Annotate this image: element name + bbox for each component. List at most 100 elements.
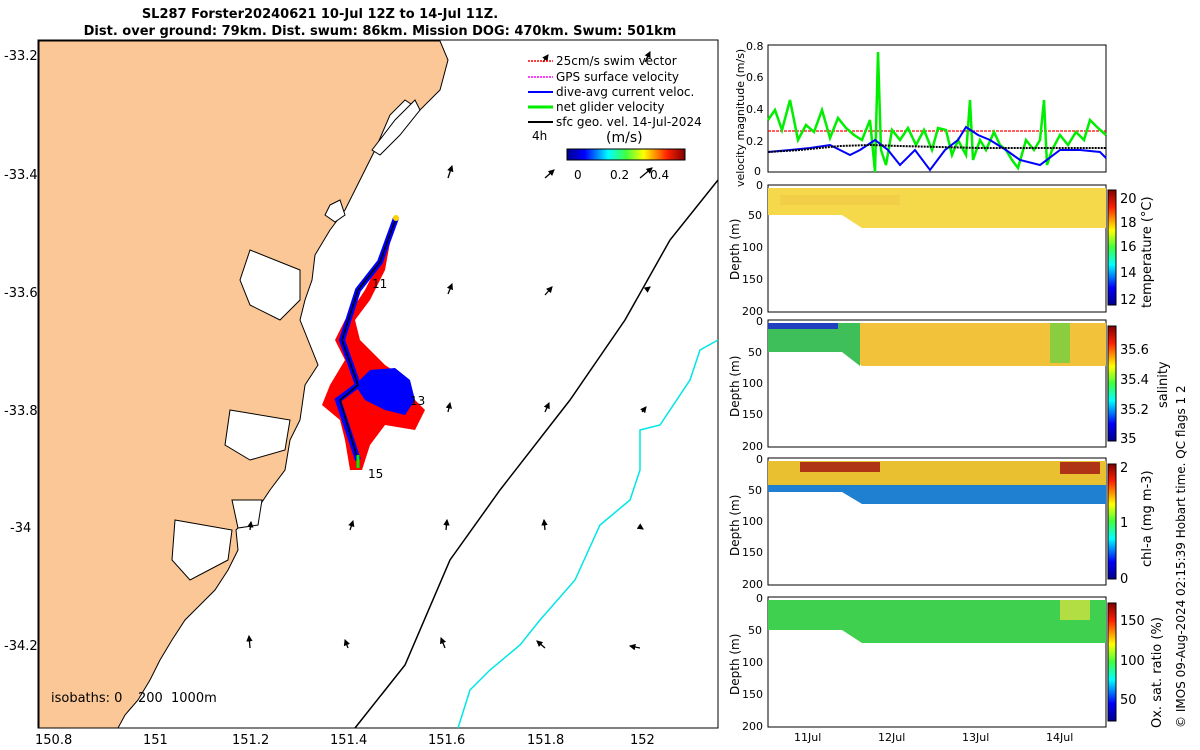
velocity-ylabel: velocity magnitude (m/s) [734,48,747,187]
day-label-11: 11 [372,277,387,291]
isobath-200m [354,179,719,729]
depth-tick: 100 [742,515,763,528]
depth-label: Depth (m) [728,494,742,556]
lon-tick: 151.8 [527,733,565,748]
depth-tick: 50 [748,484,762,497]
day-label-13: 13 [410,394,425,408]
series-sfc-geo [767,143,1106,153]
map-legend: 25cm/s swim vector GPS surface velocity … [528,54,702,182]
depth-tick: 50 [748,346,762,359]
isobaths-label: isobaths: 0 [51,691,122,706]
depth-tick: 150 [742,408,763,421]
speed-colorbar [566,148,686,161]
depth-tick: 200 [742,578,763,591]
lat-tick: -33.6 [4,286,38,301]
depth-tick: 0 [756,315,763,328]
oxygen-section [767,596,1117,728]
depth-label: Depth (m) [728,218,742,280]
day-label-15: 15 [368,467,383,481]
depth-tick: 50 [748,624,762,637]
cbar-tick: 12 [1120,293,1137,308]
cbar-tick: 18 [1120,216,1137,231]
time-tick: 12Jul [878,731,906,744]
depth-tick: 150 [742,273,763,286]
depth-tick: 200 [742,440,763,453]
lon-tick: 150.8 [35,733,73,748]
depth-tick: 100 [742,377,763,390]
depth-label: Depth (m) [728,355,742,417]
lat-tick: -33.4 [4,168,38,183]
time-tick: 11Jul [794,731,822,744]
map-panel: 11 13 15 25cm/s swim vector GPS surface … [37,39,719,729]
lon-tick: 151 [143,733,168,748]
depth-tick: 150 [742,546,763,559]
cbar-tick: 2 [1120,461,1129,476]
depth-label: Depth (m) [728,633,742,695]
chla-section [767,457,1117,586]
depth-tick: 200 [742,305,763,318]
depth-tick: 150 [742,688,763,701]
velocity-panel [766,44,1107,173]
legend-dive-avg: dive-avg current veloc. [556,85,694,99]
vel-y-tick: 0.4 [746,103,764,116]
cbar-tick: 35.4 [1120,373,1149,388]
time-tick: 14Jul [1046,731,1074,744]
scale-label: 4h [532,129,547,143]
credit-text: © IMOS 09-Aug-2024 02:15:39 Hobart time.… [1174,385,1188,728]
lon-tick: 151.2 [232,733,270,748]
cbar-tick: 50 [1120,693,1137,708]
land-mass [38,40,449,729]
cbar-tick: 100 [1120,654,1145,669]
cbar-tick: 20 [1120,192,1137,207]
sfc-velocity-arrows [246,51,653,651]
lon-tick: 151.6 [428,733,466,748]
depth-tick: 100 [742,241,763,254]
vel-y-tick: 0.8 [746,40,764,53]
cbar-tick: 16 [1120,240,1137,255]
salinity-label: salinity [1156,361,1171,408]
plot-title-line2: Dist. over ground: 79km. Dist. swum: 86k… [83,24,677,39]
depth-tick: 50 [748,209,762,222]
series-dive-avg [767,125,1107,172]
cbar-tick: 35.2 [1120,403,1149,418]
chla-label: chl-a (mg m-3) [1140,470,1155,567]
cbar-tick: 35.6 [1120,343,1149,358]
colorbar-tick-2: 0.4 [650,168,669,182]
series-net-velocity [766,51,1107,173]
lon-tick: 151.4 [330,733,368,748]
lat-tick: -34.2 [4,639,38,654]
depth-tick: 100 [742,656,763,669]
depth-tick: 200 [742,720,763,733]
oxygen-label: Ox. sat. ratio (%) [1150,617,1165,728]
temperature-label: temperature (°C) [1140,196,1155,308]
lat-tick: -34 [10,521,32,536]
legend-swim-vector: 25cm/s swim vector [556,54,677,68]
depth-tick: 0 [756,453,763,466]
vel-y-tick: 0 [754,165,761,178]
depth-tick: 0 [756,592,763,605]
time-tick: 13Jul [962,731,990,744]
cbar-tick: 35 [1120,432,1137,447]
colorbar-tick-1: 0.2 [610,168,629,182]
colorbar-title: (m/s) [606,130,643,146]
vel-y-tick: 0.6 [746,71,764,84]
depth-tick: 0 [756,179,763,192]
lon-tick: 152 [630,733,655,748]
legend-net-velocity: net glider velocity [556,100,664,114]
isobath-1000-label: 1000m [171,691,217,706]
isobath-1000m [457,339,719,729]
temperature-section [767,184,1117,313]
salinity-section [767,319,1117,448]
cbar-tick: 0 [1120,572,1129,587]
cbar-tick: 1 [1120,516,1129,531]
legend-sfc-geo: sfc geo. vel. 14-Jul-2024 [556,115,702,129]
isobath-200-label: 200 [138,691,163,706]
lat-tick: -33.2 [4,49,38,64]
vel-y-tick: 0.2 [746,135,764,148]
plot-title-line1: SL287 Forster20240621 10-Jul 12Z to 14-J… [141,7,499,22]
cbar-tick: 14 [1120,266,1137,281]
colorbar-tick-0: 0 [574,168,582,182]
lat-tick: -33.8 [4,404,38,419]
cbar-tick: 150 [1120,614,1145,629]
